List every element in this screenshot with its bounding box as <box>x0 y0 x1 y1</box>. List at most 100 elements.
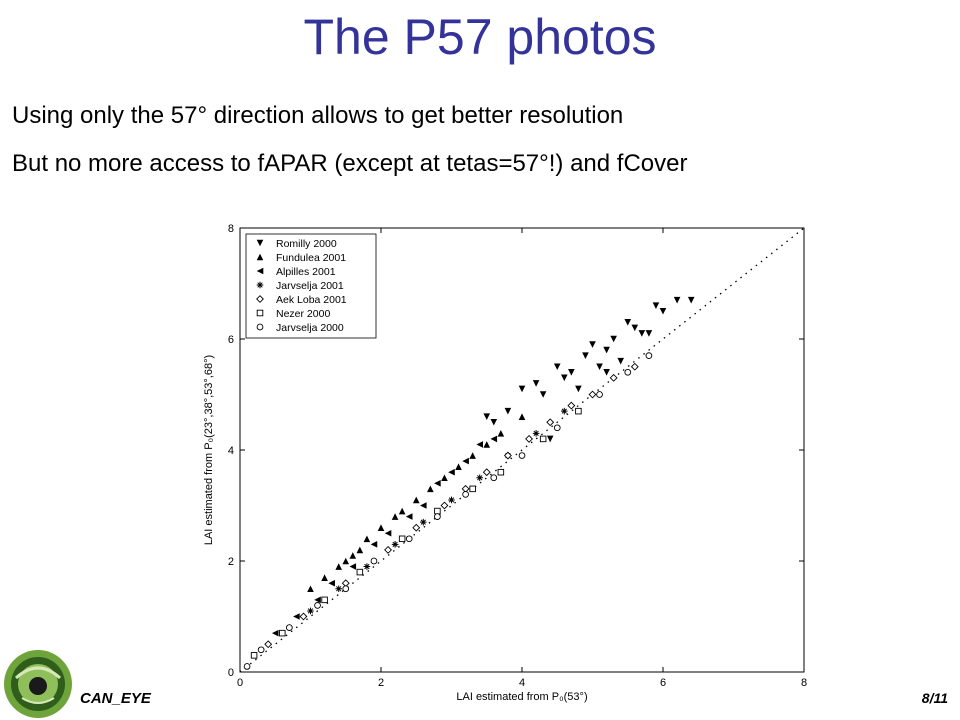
data-point <box>490 418 498 426</box>
data-point <box>321 596 328 604</box>
data-point <box>243 663 251 670</box>
data-point <box>307 607 314 615</box>
data-point <box>546 418 555 427</box>
data-point <box>314 602 321 609</box>
data-point <box>363 563 371 570</box>
data-point <box>250 652 258 659</box>
data-point <box>546 435 554 443</box>
data-point <box>391 541 399 548</box>
data-point <box>363 535 371 543</box>
data-point <box>335 585 342 593</box>
reference-line <box>239 227 805 673</box>
slide-title: The P57 photos <box>303 9 657 65</box>
data-point <box>659 307 667 315</box>
data-point <box>482 468 491 477</box>
data-point <box>596 363 603 371</box>
data-point <box>553 363 561 371</box>
data-point <box>328 579 335 587</box>
data-point <box>504 407 512 415</box>
legend-label: Jarvselja 2001 <box>276 280 344 292</box>
data-point <box>448 496 455 504</box>
data-point <box>582 352 589 359</box>
data-point <box>405 513 413 520</box>
y-tick-label: 6 <box>228 334 234 346</box>
data-point <box>575 407 582 415</box>
x-axis-label: LAI estimated from P₀(53°) <box>456 691 587 703</box>
data-point <box>285 624 293 631</box>
x-tick-label: 8 <box>801 677 807 689</box>
data-point <box>518 385 526 393</box>
y-tick-label: 4 <box>228 445 234 457</box>
data-point <box>518 452 526 459</box>
data-point <box>293 613 300 620</box>
data-point <box>257 646 265 654</box>
data-point <box>568 369 575 376</box>
data-point <box>603 346 610 354</box>
footer-label: CAN_EYE <box>80 690 151 707</box>
data-point <box>462 457 469 465</box>
data-point <box>412 523 421 532</box>
data-point <box>652 302 660 309</box>
data-point <box>384 529 392 537</box>
data-point <box>314 596 321 604</box>
data-point <box>617 357 624 365</box>
data-point <box>588 390 597 399</box>
data-point <box>567 401 576 410</box>
x-tick-label: 2 <box>378 677 384 689</box>
legend-label: Alpilles 2001 <box>276 266 336 278</box>
lai-scatter-plot: 0 2 4 6 8 0 2 4 6 8 Romilly 2000 Fundulea 2001 Al… <box>203 223 807 703</box>
data-point <box>476 441 483 448</box>
data-point <box>624 368 632 376</box>
data-point <box>539 435 547 443</box>
bullet-item: Using only the 57° direction allows to g… <box>12 102 624 129</box>
data-point <box>307 585 314 593</box>
bullet-list: Using only the 57° direction allows to g… <box>12 98 687 194</box>
legend-marker-icon <box>256 295 264 303</box>
legend-label: Nezer 2000 <box>276 308 330 320</box>
data-point <box>455 463 462 470</box>
data-point <box>342 585 350 593</box>
data-point <box>349 563 357 570</box>
data-point <box>645 330 653 337</box>
data-point <box>476 474 483 482</box>
legend-marker-icon <box>256 253 264 261</box>
data-point <box>532 430 540 437</box>
data-point <box>469 485 476 493</box>
data-point <box>391 513 399 520</box>
data-point <box>335 563 342 570</box>
data-point <box>405 535 413 543</box>
data-point <box>356 568 364 576</box>
data-point <box>434 507 441 515</box>
legend: Romilly 2000 Fundulea 2001 Alpilles 2001… <box>245 233 377 339</box>
data-point <box>370 541 378 548</box>
data-point <box>532 380 540 387</box>
data-points <box>243 296 695 670</box>
data-point <box>645 352 653 360</box>
data-point <box>440 501 449 510</box>
data-point <box>497 468 505 476</box>
data-point <box>624 319 632 326</box>
data-point <box>503 451 512 460</box>
data-point <box>561 407 568 415</box>
legend-marker-icon <box>256 281 264 289</box>
data-point <box>384 545 392 554</box>
data-point <box>412 496 420 504</box>
x-tick-label: 6 <box>660 677 666 689</box>
data-point <box>321 574 328 581</box>
data-point <box>370 557 378 565</box>
data-point <box>299 612 308 621</box>
legend-marker-icon <box>256 239 264 247</box>
legend-label: Romilly 2000 <box>276 238 337 250</box>
data-point <box>264 640 273 649</box>
legend-label: Aek Loba 2001 <box>276 294 347 306</box>
data-point <box>469 452 476 459</box>
data-point <box>356 546 364 554</box>
data-point <box>398 507 406 515</box>
data-point <box>539 391 547 398</box>
legend-label: Jarvselja 2000 <box>276 322 344 334</box>
data-point <box>427 485 434 493</box>
data-point <box>398 535 406 543</box>
data-point <box>420 502 427 509</box>
data-point <box>462 491 469 498</box>
data-point <box>349 552 357 559</box>
